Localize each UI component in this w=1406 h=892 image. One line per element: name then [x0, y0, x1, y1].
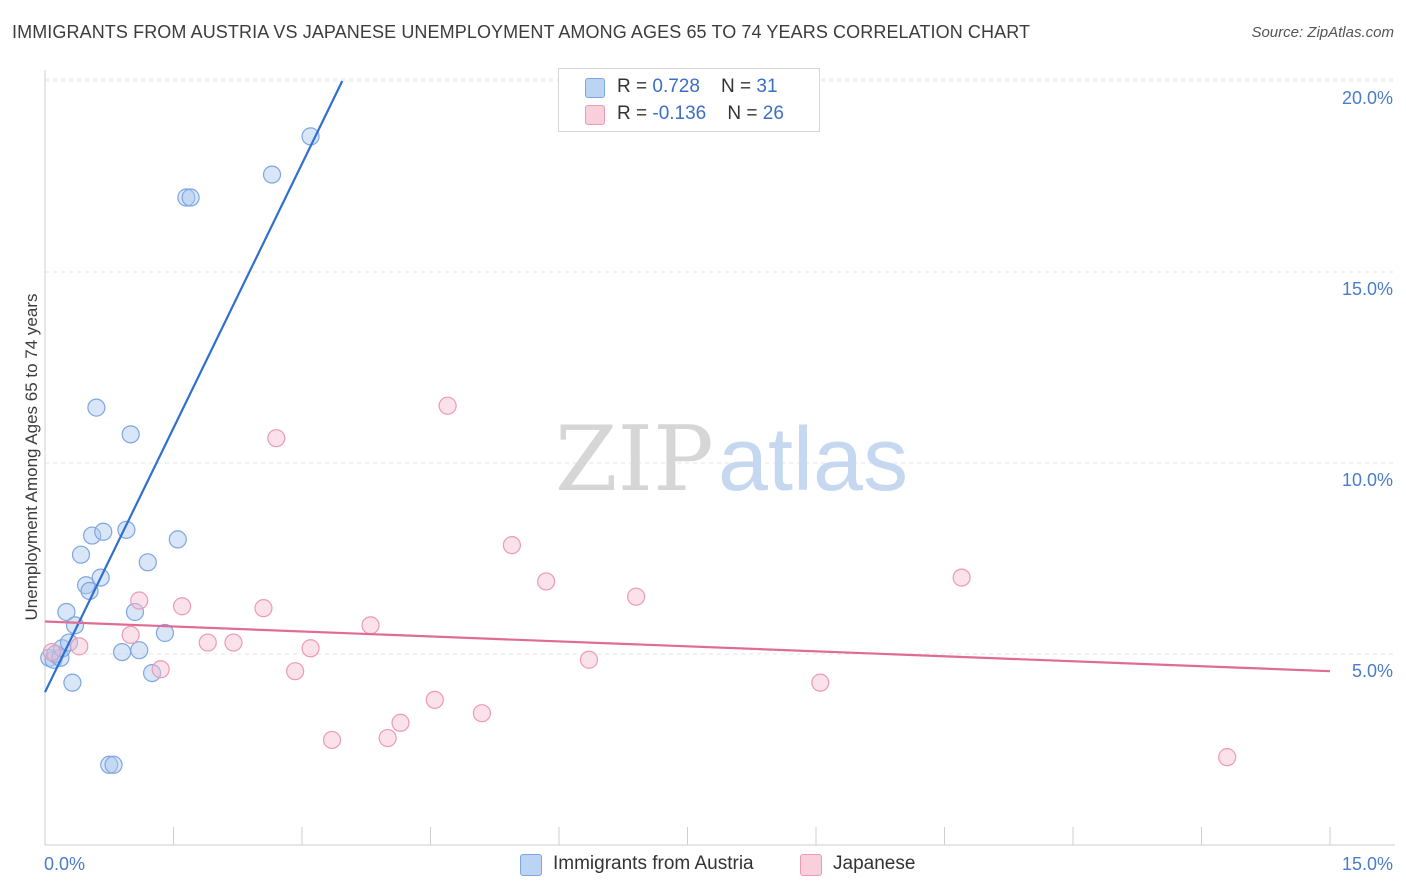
- japanese-point: [472, 704, 491, 723]
- japanese-point: [1218, 748, 1237, 767]
- japanese-point: [198, 633, 217, 652]
- austria-point: [130, 641, 149, 660]
- chart-title: IMMIGRANTS FROM AUSTRIA VS JAPANESE UNEM…: [12, 22, 1031, 42]
- correlation-legend: R = 0.728 N = 31 R = -0.136 N = 26: [558, 68, 820, 132]
- data-points: [40, 127, 1237, 774]
- japanese-point: [952, 568, 971, 587]
- japanese-point: [537, 572, 556, 591]
- austria-trend-line: [44, 80, 344, 693]
- japanese-point: [254, 599, 273, 618]
- austria-point: [125, 602, 145, 622]
- y-tick-label: 20.0%: [1342, 88, 1393, 108]
- austria-point: [63, 673, 82, 692]
- x-tick-label-max: 15.0%: [1342, 854, 1393, 874]
- austria-point: [181, 188, 200, 207]
- japanese-point: [224, 633, 243, 652]
- austria-point: [142, 663, 162, 683]
- japanese-point: [121, 625, 140, 645]
- n-value: 26: [762, 103, 784, 124]
- gridlines: [45, 78, 1395, 655]
- austria-point: [138, 553, 157, 572]
- legend-label-austria: Immigrants from Austria: [553, 853, 754, 874]
- japanese-swatch: [585, 105, 605, 125]
- austria-point: [155, 623, 175, 643]
- austria-swatch: [585, 78, 605, 98]
- austria-point: [77, 576, 96, 595]
- japanese-trend-line: [44, 620, 1331, 673]
- legend-label-japanese: Japanese: [833, 853, 916, 874]
- japanese-point: [438, 396, 457, 415]
- japanese-point: [579, 650, 599, 669]
- y-tick-label: 15.0%: [1342, 279, 1393, 299]
- austria-point: [100, 755, 119, 774]
- austria-point: [168, 530, 187, 549]
- japanese-point: [151, 660, 170, 679]
- japanese-point: [322, 730, 342, 750]
- japanese-point: [130, 591, 149, 610]
- austria-point: [83, 526, 102, 545]
- n-label: N =: [721, 76, 757, 97]
- y-tick-label: 5.0%: [1352, 661, 1393, 681]
- japanese-point: [502, 536, 521, 555]
- austria-point: [94, 522, 113, 541]
- tick-labels: 20.0% 15.0% 10.0% 5.0% 0.0% 15.0%: [44, 88, 1393, 874]
- japanese-legend-swatch: [800, 854, 822, 876]
- r-value: 0.728: [652, 76, 700, 97]
- austria-point: [87, 398, 106, 417]
- austria-point: [262, 165, 282, 184]
- japanese-point: [172, 597, 192, 616]
- japanese-point: [378, 728, 397, 748]
- trend-lines: [44, 80, 1331, 693]
- watermark-zip: ZIP: [555, 407, 714, 512]
- austria-point: [112, 642, 132, 662]
- austria-point: [71, 545, 91, 564]
- r-label: R =: [617, 103, 653, 124]
- japanese-point: [626, 587, 646, 606]
- y-tick-label: 10.0%: [1342, 470, 1393, 490]
- japanese-point: [267, 429, 286, 448]
- watermark-atlas: atlas: [718, 410, 908, 510]
- x-tick-label-min: 0.0%: [44, 854, 85, 874]
- japanese-point: [361, 616, 380, 635]
- austria-point: [57, 602, 76, 622]
- source-label: Source: ZipAtlas.com: [1251, 24, 1394, 41]
- japanese-point: [425, 690, 444, 709]
- axes: [44, 70, 1395, 846]
- austria-point: [177, 188, 196, 207]
- y-axis-label: Unemployment Among Ages 65 to 74 years: [22, 294, 41, 621]
- japanese-point: [42, 642, 61, 662]
- austria-point: [121, 425, 140, 444]
- japanese-point: [811, 673, 830, 692]
- r-label: R =: [617, 76, 653, 97]
- japanese-point: [391, 713, 410, 732]
- n-label: N =: [727, 103, 763, 124]
- japanese-point: [301, 639, 320, 658]
- r-value: -0.136: [652, 103, 707, 124]
- n-value: 31: [756, 76, 778, 97]
- austria-legend-swatch: [520, 854, 542, 876]
- japanese-point: [286, 662, 305, 681]
- austria-point: [104, 755, 123, 774]
- japanese-point: [70, 637, 89, 656]
